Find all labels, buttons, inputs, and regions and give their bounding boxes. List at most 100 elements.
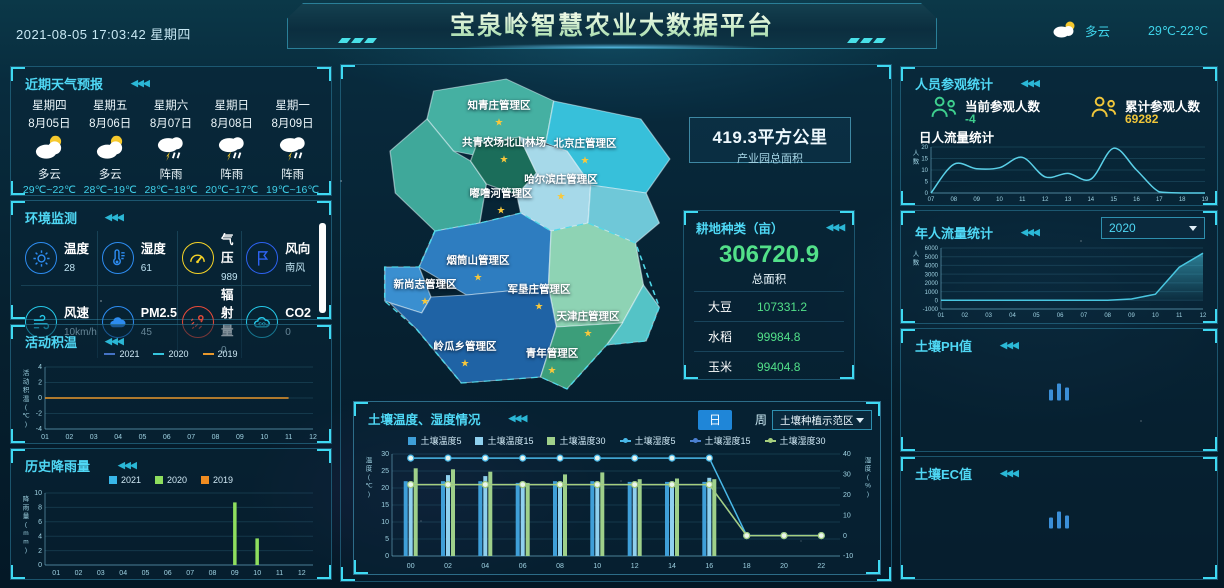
legend-label: 土壤温度30	[559, 436, 606, 446]
legend-label: 土壤温度15	[487, 436, 534, 446]
env-label: CO2	[285, 306, 311, 320]
soil-area-dropdown[interactable]: 土壤种植示范区	[772, 410, 872, 430]
map-region-label[interactable]: 知青庄管理区 ★	[468, 98, 531, 131]
legend-label: 2021	[119, 349, 140, 359]
legend: 2021 2020 2019	[11, 475, 331, 485]
star-icon: ★	[499, 154, 509, 166]
svg-text:05: 05	[139, 434, 147, 441]
banner-slashes-icon	[340, 38, 375, 43]
weather-day-temps: 20℃~17℃	[205, 184, 259, 196]
title-banner: 宝泉岭智慧农业大数据平台	[287, 3, 937, 49]
historical-rainfall-panel: 历史降雨量 2021 2020 2019 024681001020304050607…	[10, 448, 332, 580]
legend-item[interactable]: 土壤温度30	[547, 434, 606, 447]
map-region-label[interactable]: 天津庄管理区 ★	[557, 309, 620, 342]
legend-item[interactable]: 2019	[202, 349, 238, 359]
legend-item[interactable]: 土壤温度15	[475, 434, 533, 447]
map-region-label[interactable]: 北京庄管理区 ★	[554, 136, 617, 169]
header-weather: 多云 29℃-22℃	[1051, 20, 1208, 41]
svg-text:12: 12	[631, 563, 639, 570]
map-region-label[interactable]: 军垦庄管理区 ★	[508, 282, 571, 315]
total-visitors-icon	[1089, 95, 1119, 124]
legend-label: 土壤湿度15	[704, 436, 751, 446]
scrollbar[interactable]	[319, 223, 326, 313]
svg-text:16: 16	[705, 563, 713, 570]
year-dropdown[interactable]: 2020	[1101, 217, 1205, 239]
env-value: 61	[140, 263, 152, 274]
svg-text:16: 16	[1133, 197, 1140, 203]
svg-text:04: 04	[119, 570, 127, 577]
svg-text:): )	[368, 491, 370, 498]
daily-flow-subtitle: 日人流量统计	[919, 131, 995, 145]
arrows-icon	[1000, 468, 1018, 479]
weather-day: 星期六 8月07日 阵雨 28℃~18℃	[141, 97, 202, 196]
map-region-name: 北京庄管理区	[553, 137, 617, 150]
svg-text:10: 10	[34, 490, 42, 497]
legend-item[interactable]: 2020	[153, 349, 189, 359]
svg-text:量: 量	[23, 512, 30, 520]
svg-text:01: 01	[41, 434, 49, 441]
svg-text:0: 0	[935, 299, 939, 305]
park-area-value: 419.3平方公里	[712, 128, 828, 147]
legend-item[interactable]: 2020	[154, 475, 187, 485]
svg-text:-2: -2	[36, 411, 42, 418]
svg-text:03: 03	[90, 434, 98, 441]
day-button[interactable]: 日	[698, 410, 732, 430]
legend-item[interactable]: 土壤湿度5	[619, 434, 676, 447]
svg-text:数: 数	[913, 258, 920, 267]
map-region-name: 新尚志管理区	[393, 278, 457, 291]
map-region-label[interactable]: 烟筒山管理区 ★	[447, 253, 510, 286]
weather-day-name: 星期六	[153, 100, 189, 112]
svg-text:10: 10	[996, 197, 1003, 203]
svg-text:20: 20	[921, 145, 928, 151]
loading-indicator	[1049, 511, 1069, 529]
svg-text:0: 0	[843, 533, 847, 540]
svg-text:08: 08	[950, 197, 957, 203]
rain-icon	[274, 133, 312, 164]
arrows-icon	[509, 413, 527, 424]
thermometer-icon	[101, 242, 134, 274]
legend-label: 2019	[213, 475, 234, 485]
weather-day: 星期四 8月05日 多云 29℃~22℃	[19, 97, 80, 196]
week-button[interactable]: 周	[754, 413, 767, 427]
park-area-box: 419.3平方公里 产业园总面积	[689, 117, 851, 165]
star-icon: ★	[534, 301, 544, 313]
map-region-label[interactable]: 哈尔滨庄管理区 ★	[524, 172, 598, 205]
svg-text:10: 10	[921, 168, 928, 174]
chevron-down-icon	[1189, 225, 1197, 231]
weather-days: 星期四 8月05日 多云 29℃~22℃ 星期五 8月06日 多云 28℃~19℃ 星期六 8月0…	[19, 97, 323, 196]
soil-chart: 0 5 10 15 20 25 30 -10 0 10 20 30 40 00 02 04 06 08 10 12 14…	[365, 451, 871, 570]
svg-text:0: 0	[925, 191, 929, 197]
map-region-shape[interactable]	[605, 283, 661, 346]
crop-name: 水稻	[708, 330, 733, 344]
legend-item[interactable]: 2021	[108, 475, 141, 485]
map-region-name: 军垦庄管理区	[507, 283, 571, 296]
panel-title: 历史降雨量	[25, 459, 91, 474]
gauge-icon	[181, 242, 214, 274]
svg-text:度: 度	[366, 464, 373, 473]
legend-label: 土壤湿度30	[779, 436, 826, 446]
map-region-label[interactable]: 新尚志管理区 ★	[394, 277, 457, 310]
map-region-label[interactable]: 共青农场北山林场 ★	[462, 135, 546, 168]
legend-item[interactable]: 土壤温度5	[408, 434, 461, 447]
legend-item[interactable]: 2021	[104, 349, 139, 359]
svg-text:20: 20	[843, 492, 851, 499]
map-region-label[interactable]: 青年管理区 ★	[526, 346, 579, 379]
annual-flow-panel: 年人流量统计 2020 -1000 0 1000 2000 3000 4000 5000 60…	[900, 210, 1218, 324]
weather-day: 星期一 8月09日 阵雨 19℃~16℃	[262, 97, 323, 196]
map-region-label[interactable]: 嘟噜河管理区 ★	[470, 186, 533, 219]
legend-item[interactable]: 土壤湿度30	[764, 434, 826, 447]
svg-text:5: 5	[925, 180, 929, 186]
svg-text:19: 19	[1202, 197, 1209, 203]
legend-item[interactable]: 土壤湿度15	[689, 434, 751, 447]
svg-text:18: 18	[743, 563, 751, 570]
svg-text:09: 09	[1128, 313, 1135, 319]
svg-text:人: 人	[913, 149, 920, 157]
map-region-label[interactable]: 岭瓜乡管理区 ★	[434, 339, 497, 372]
star-icon: ★	[496, 205, 506, 217]
svg-text:20: 20	[780, 563, 788, 570]
map-region-shape[interactable]	[587, 184, 661, 244]
chevron-down-icon	[856, 417, 864, 423]
svg-text:5000: 5000	[925, 255, 939, 261]
legend-item[interactable]: 2019	[201, 475, 233, 485]
